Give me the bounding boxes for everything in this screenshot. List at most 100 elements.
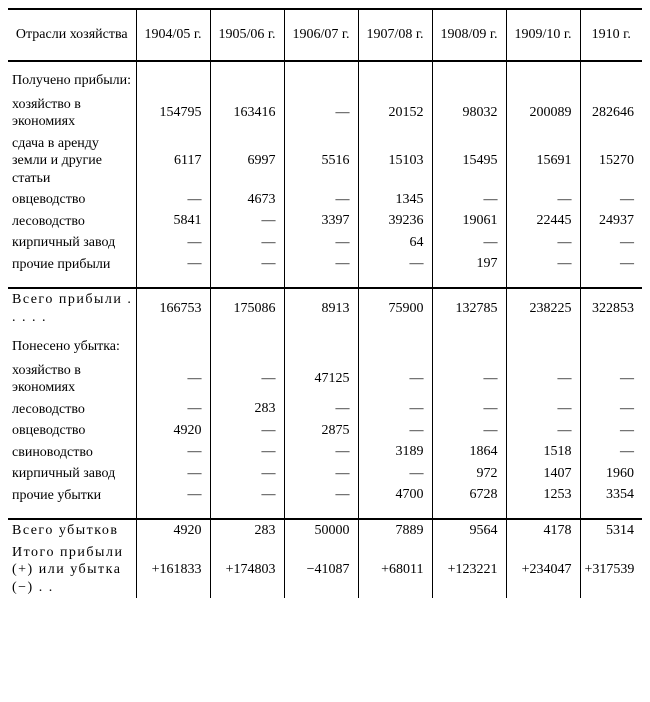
col-header-year-6: 1910 г.	[580, 9, 642, 61]
cell: 197	[432, 254, 506, 276]
empty-cell	[284, 61, 358, 94]
cell: —	[136, 232, 210, 254]
cell: —	[580, 189, 642, 211]
cell: +317539	[580, 542, 642, 599]
cell: −41087	[284, 542, 358, 599]
cell: 132785	[432, 288, 506, 328]
profit-row: лесоводство5841—339739236190612244524937	[8, 211, 642, 233]
cell: 972	[432, 463, 506, 485]
cell: —	[506, 189, 580, 211]
cell: 15103	[358, 133, 432, 190]
col-header-year-0: 1904/05 г.	[136, 9, 210, 61]
cell: 9564	[432, 519, 506, 542]
cell: 20152	[358, 94, 432, 133]
cell: —	[136, 399, 210, 421]
loss-row: свиноводство———318918641518—	[8, 442, 642, 464]
loss-row: овцеводство4920—2875————	[8, 420, 642, 442]
cell: 4700	[358, 485, 432, 507]
cell: 3354	[580, 485, 642, 507]
cell: —	[506, 420, 580, 442]
cell: —	[210, 485, 284, 507]
cell: 1345	[358, 189, 432, 211]
cell: 4673	[210, 189, 284, 211]
cell: 15691	[506, 133, 580, 190]
header-row: Отрасли хозяйства 1904/05 г. 1905/06 г. …	[8, 9, 642, 61]
cell: 19061	[432, 211, 506, 233]
empty-cell	[136, 61, 210, 94]
net-total-row: Итого прибыли (+) или убытка (−) . .+161…	[8, 542, 642, 599]
cell: 24937	[580, 211, 642, 233]
row-label: овцеводство	[8, 189, 136, 211]
loss-row: лесоводство—283—————	[8, 399, 642, 421]
loss-row: хозяйство в экономиях——47125————	[8, 360, 642, 399]
cell: 5841	[136, 211, 210, 233]
empty-cell	[284, 328, 358, 360]
cell: 6728	[432, 485, 506, 507]
row-label: хозяйство в экономиях	[8, 94, 136, 133]
cell: 15495	[432, 133, 506, 190]
cell: 47125	[284, 360, 358, 399]
cell: +174803	[210, 542, 284, 599]
profit-row: кирпичный завод———64———	[8, 232, 642, 254]
cell: —	[580, 442, 642, 464]
empty-cell	[358, 328, 432, 360]
cell: —	[284, 254, 358, 276]
cell: —	[210, 442, 284, 464]
empty-cell	[210, 328, 284, 360]
profit-total-row: Всего прибыли . . . . .16675317508689137…	[8, 288, 642, 328]
row-label: лесоводство	[8, 211, 136, 233]
cell: 64	[358, 232, 432, 254]
col-header-label: Отрасли хозяйства	[8, 9, 136, 61]
section-header: Понесено убытка:	[8, 328, 136, 360]
cell: 98032	[432, 94, 506, 133]
col-header-year-5: 1909/10 г.	[506, 9, 580, 61]
col-header-year-4: 1908/09 г.	[432, 9, 506, 61]
cell: —	[210, 360, 284, 399]
cell: —	[210, 254, 284, 276]
row-label: свиноводство	[8, 442, 136, 464]
row-label: кирпичный завод	[8, 463, 136, 485]
cell: —	[136, 254, 210, 276]
cell: —	[136, 485, 210, 507]
row-label: овцеводство	[8, 420, 136, 442]
empty-cell	[506, 328, 580, 360]
row-label: лесоводство	[8, 399, 136, 421]
cell: —	[136, 189, 210, 211]
cell: 1960	[580, 463, 642, 485]
cell: 2875	[284, 420, 358, 442]
cell: 200089	[506, 94, 580, 133]
loss-row: кирпичный завод————97214071960	[8, 463, 642, 485]
cell: 282646	[580, 94, 642, 133]
cell: 8913	[284, 288, 358, 328]
empty-cell	[432, 328, 506, 360]
cell: —	[210, 420, 284, 442]
cell: +161833	[136, 542, 210, 599]
profit-total-label: Всего прибыли . . . . .	[8, 288, 136, 328]
profit-row: прочие прибыли————197——	[8, 254, 642, 276]
cell: —	[358, 420, 432, 442]
loss-total-row: Всего убытков492028350000788995644178531…	[8, 519, 642, 542]
cell: —	[580, 254, 642, 276]
empty-cell	[580, 328, 642, 360]
cell: 5516	[284, 133, 358, 190]
cell: —	[284, 232, 358, 254]
cell: 5314	[580, 519, 642, 542]
cell: —	[580, 399, 642, 421]
cell: 322853	[580, 288, 642, 328]
row-label: сдача в аренду земли и другие статьи	[8, 133, 136, 190]
cell: 15270	[580, 133, 642, 190]
profit-row: сдача в аренду земли и другие статьи6117…	[8, 133, 642, 190]
cell: 1518	[506, 442, 580, 464]
cell: 4920	[136, 519, 210, 542]
cell: —	[506, 360, 580, 399]
cell: —	[284, 399, 358, 421]
profit-row: хозяйство в экономиях154795163416—201529…	[8, 94, 642, 133]
cell: 238225	[506, 288, 580, 328]
spacer-row	[8, 275, 642, 288]
cell: 22445	[506, 211, 580, 233]
loss-header-row: Понесено убытка:	[8, 328, 642, 360]
cell: —	[580, 232, 642, 254]
cell: —	[358, 463, 432, 485]
section-header: Получено прибыли:	[8, 61, 136, 94]
cell: —	[432, 189, 506, 211]
